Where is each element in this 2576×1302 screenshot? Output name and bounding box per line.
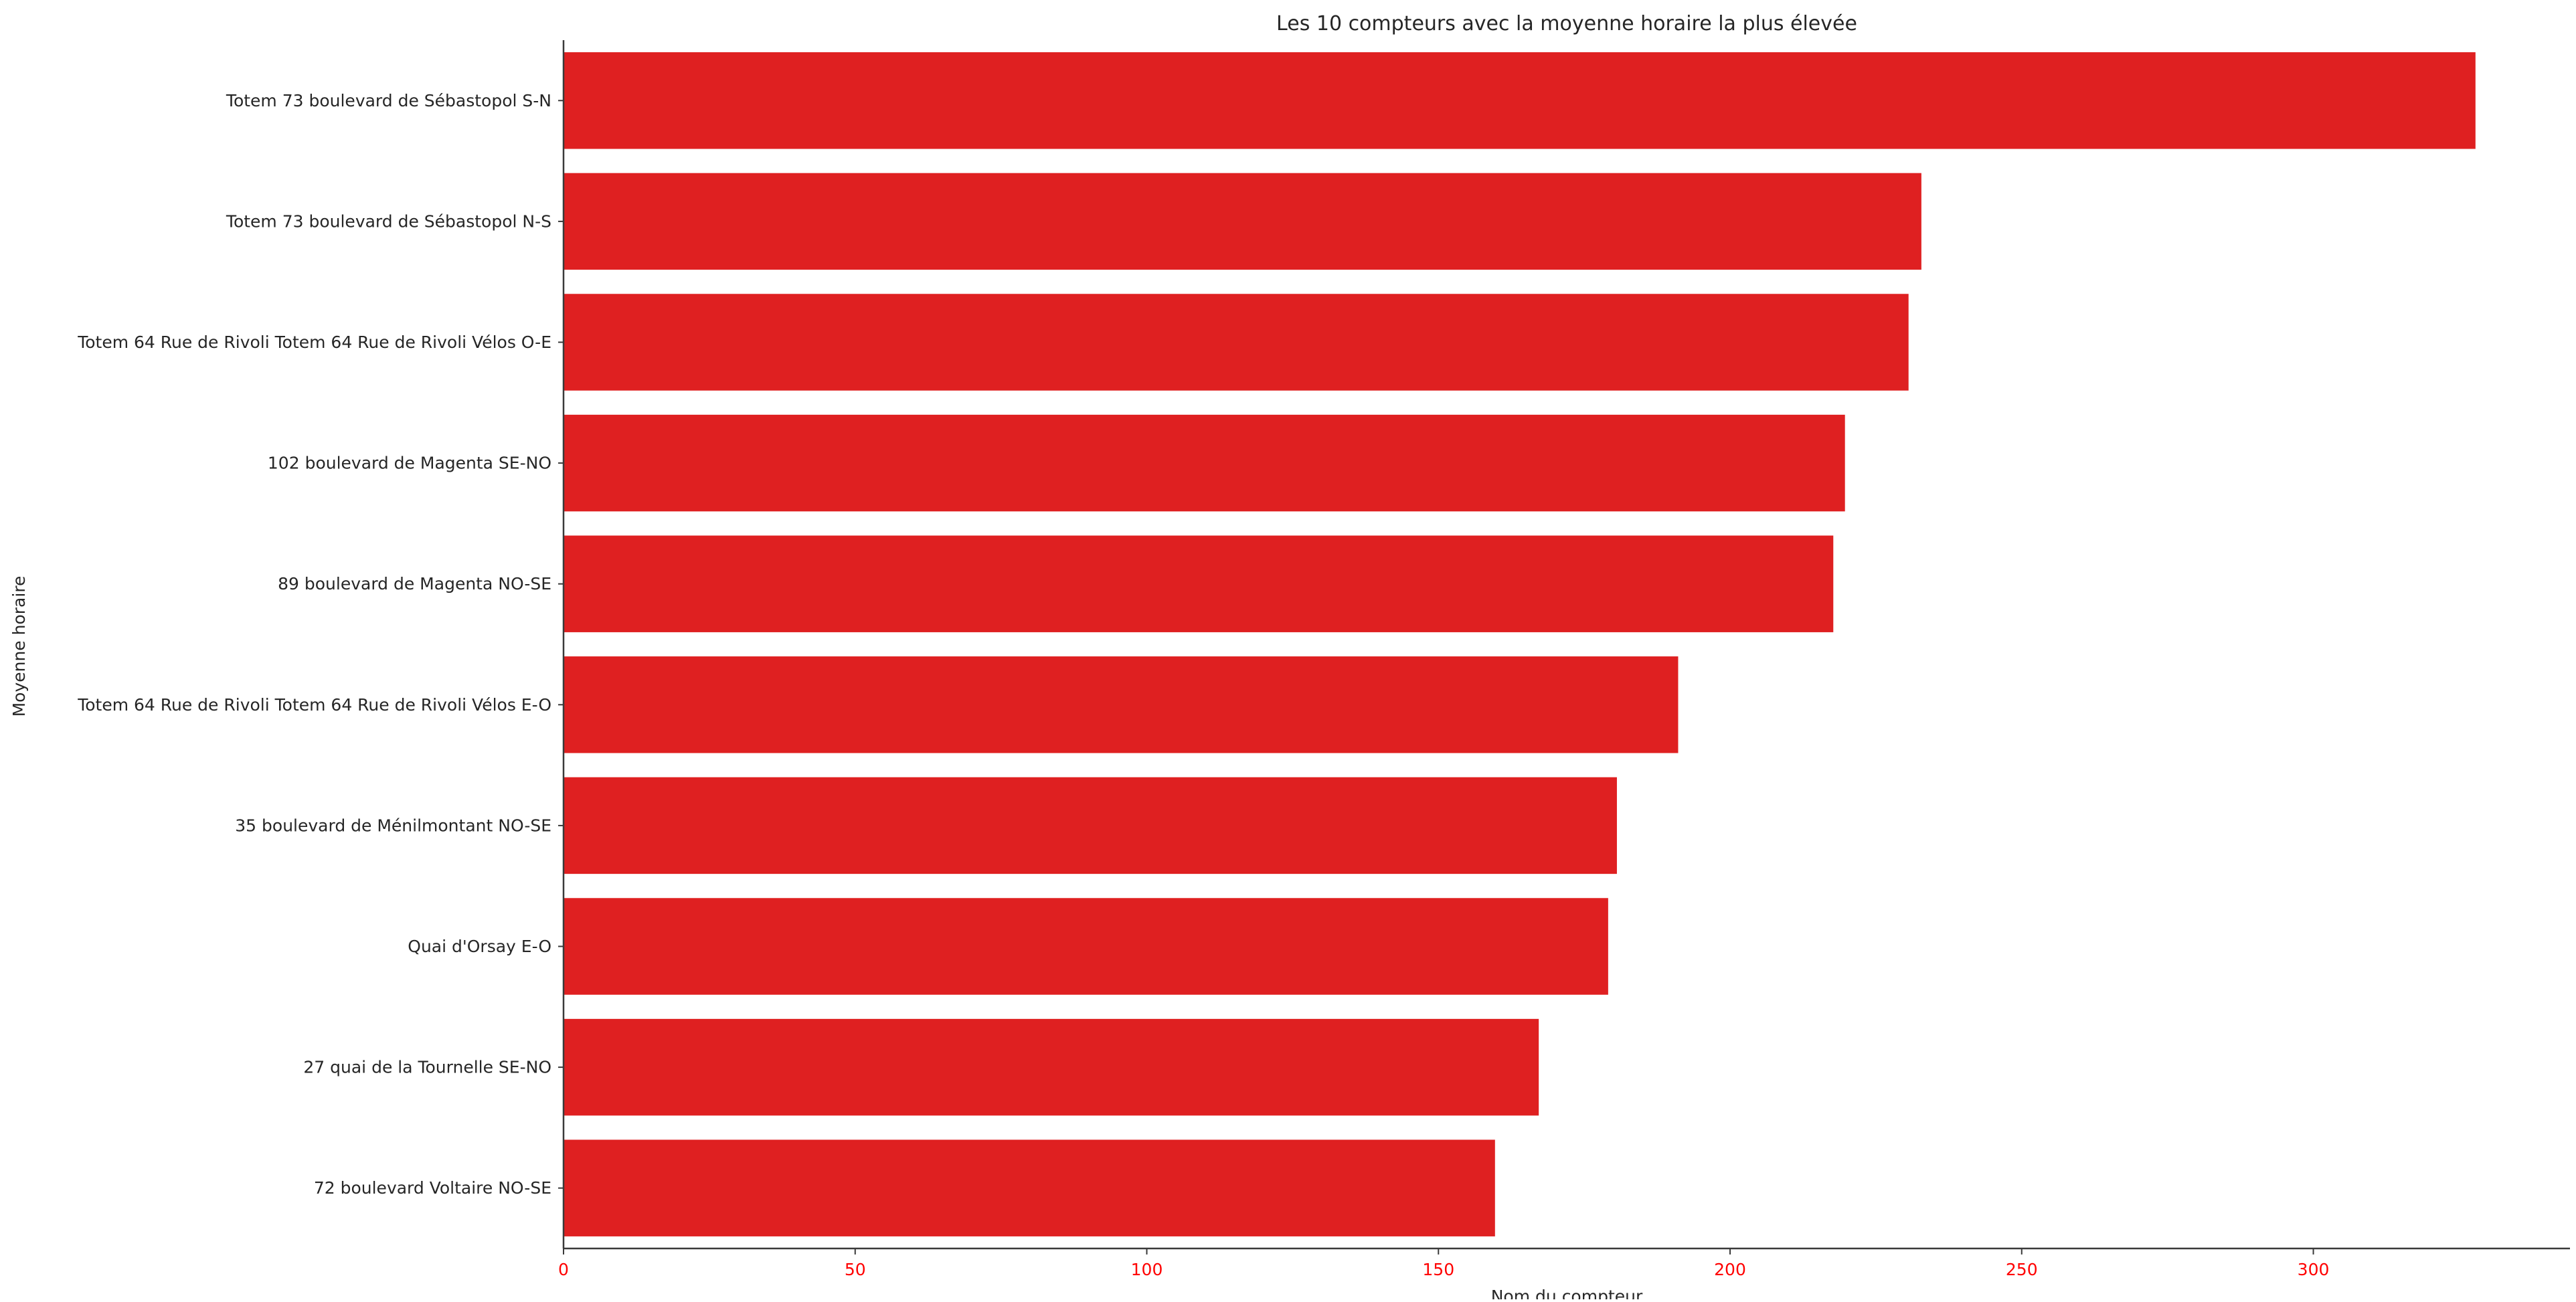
y-tick-label: 72 boulevard Voltaire NO-SE (314, 1178, 551, 1198)
bar (564, 535, 1834, 632)
bar (564, 52, 2476, 149)
bar (564, 898, 1608, 995)
bar (564, 173, 1921, 270)
x-tick-label: 300 (2298, 1260, 2330, 1279)
y-tick-label: Totem 73 boulevard de Sébastopol N-S (226, 211, 551, 231)
bar (564, 1139, 1495, 1236)
bar (564, 656, 1679, 753)
x-axis: 0 50 100 150 200 250 300 (558, 1247, 2570, 1279)
y-tick-label: 89 boulevard de Magenta NO-SE (278, 574, 551, 593)
y-tick-label: Totem 64 Rue de Rivoli Totem 64 Rue de R… (77, 333, 551, 352)
x-tick-label: 50 (845, 1260, 866, 1279)
y-tick-label: 35 boulevard de Ménilmontant NO-SE (235, 816, 551, 835)
bar (564, 1018, 1539, 1116)
chart-title: Les 10 compteurs avec la moyenne horaire… (1276, 12, 1857, 35)
y-axis-label: Moyenne horaire (9, 576, 29, 717)
bar (564, 294, 1909, 391)
y-tick-label: Totem 73 boulevard de Sébastopol S-N (226, 91, 551, 110)
x-tick-label: 100 (1131, 1260, 1163, 1279)
y-axis: Totem 73 boulevard de Sébastopol S-N Tote… (77, 40, 565, 1248)
bar (564, 777, 1617, 874)
x-tick-label: 200 (1714, 1260, 1746, 1279)
bar (564, 414, 1845, 512)
x-tick-label: 150 (1422, 1260, 1454, 1279)
x-tick-label: 0 (558, 1260, 569, 1279)
y-tick-label: Totem 64 Rue de Rivoli Totem 64 Rue de R… (77, 695, 551, 715)
x-axis-label: Nom du compteur (1491, 1287, 1643, 1299)
x-tick-label: 250 (2006, 1260, 2038, 1279)
y-tick-label: 102 boulevard de Magenta SE-NO (268, 454, 551, 473)
y-tick-label: Quai d'Orsay E-O (408, 937, 551, 956)
bars-group (564, 52, 2476, 1236)
y-tick-label: 27 quai de la Tournelle SE-NO (303, 1058, 551, 1077)
